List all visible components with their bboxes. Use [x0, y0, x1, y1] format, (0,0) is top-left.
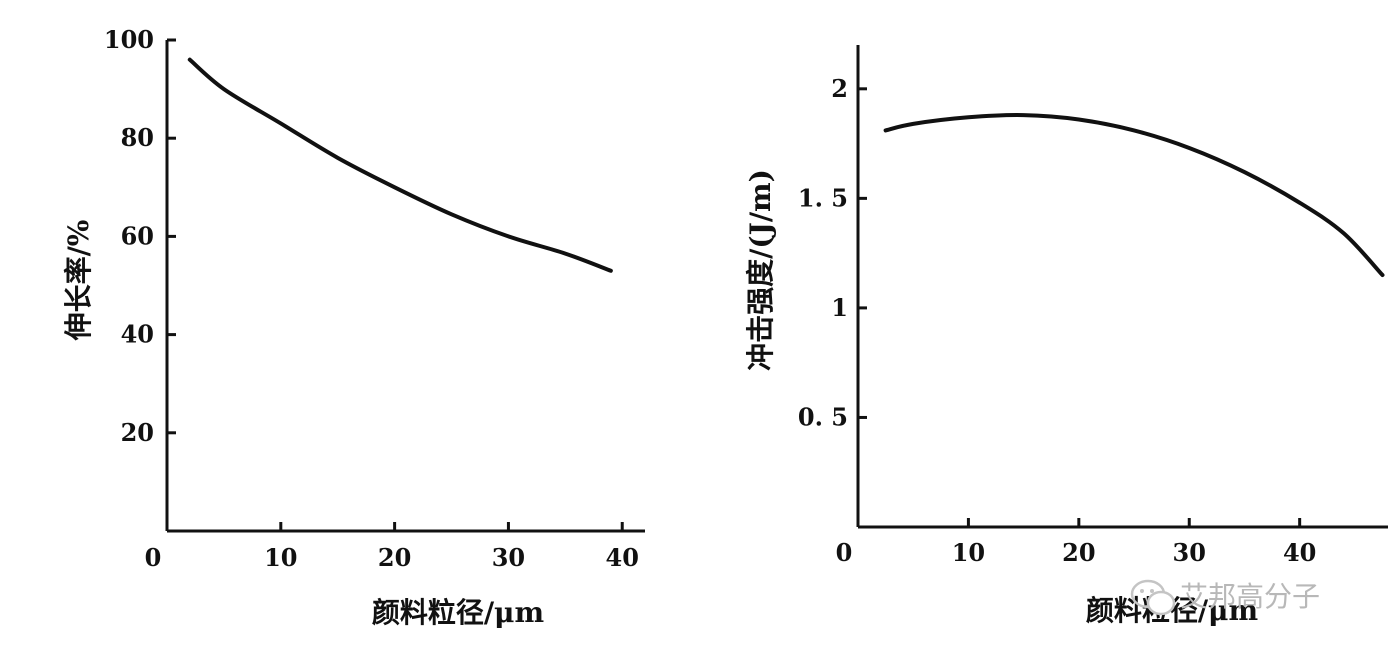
- x-tick-label: 20: [1062, 538, 1095, 567]
- series-marks: [883, 113, 1385, 278]
- axes: 0 10 20 30 40 20 40 60 80 100: [104, 25, 645, 572]
- series-marks: [187, 57, 613, 273]
- y-tick-label: 80: [121, 123, 154, 152]
- series-line: [883, 113, 1385, 278]
- x-tick-label: 0: [145, 543, 162, 572]
- y-tick-label: 0. 5: [798, 402, 848, 431]
- watermark-text: 艾邦高分子: [1180, 580, 1320, 613]
- chart-elongation: 0 10 20 30 40 20 40 60 80 100 颜料粒径/μm 伸长率/%: [62, 25, 645, 629]
- x-tick-label: 20: [378, 543, 411, 572]
- x-tick-label: 10: [264, 543, 297, 572]
- x-tick-label: 30: [492, 543, 525, 572]
- x-tick-label: 30: [1173, 538, 1206, 567]
- x-axis-title: 颜料粒径/μm: [372, 596, 544, 629]
- y-tick-label: 1. 5: [798, 183, 848, 212]
- y-tick-label: 100: [104, 25, 154, 54]
- watermark: 艾邦高分子: [1130, 579, 1320, 616]
- y-tick-label: 60: [121, 221, 154, 250]
- y-axis-title: 伸长率/%: [62, 220, 95, 342]
- axes: 010203040500. 511. 52: [798, 45, 1388, 567]
- y-axis-title: 冲击强度/(J/m): [744, 169, 777, 371]
- x-tick-label: 40: [606, 543, 639, 572]
- x-tick-label: 0: [836, 538, 853, 567]
- y-tick-label: 40: [121, 320, 154, 349]
- wechat-icon: [1130, 579, 1176, 616]
- x-tick-label: 10: [952, 538, 985, 567]
- y-tick-label: 1: [831, 293, 848, 322]
- chart-impact-strength: 010203040500. 511. 52 颜料粒径/μm 冲击强度/(J/m): [744, 45, 1388, 627]
- y-tick-label: 20: [121, 418, 154, 447]
- y-tick-label: 2: [831, 74, 848, 103]
- x-tick-label: 40: [1283, 538, 1316, 567]
- series-line: [187, 57, 613, 273]
